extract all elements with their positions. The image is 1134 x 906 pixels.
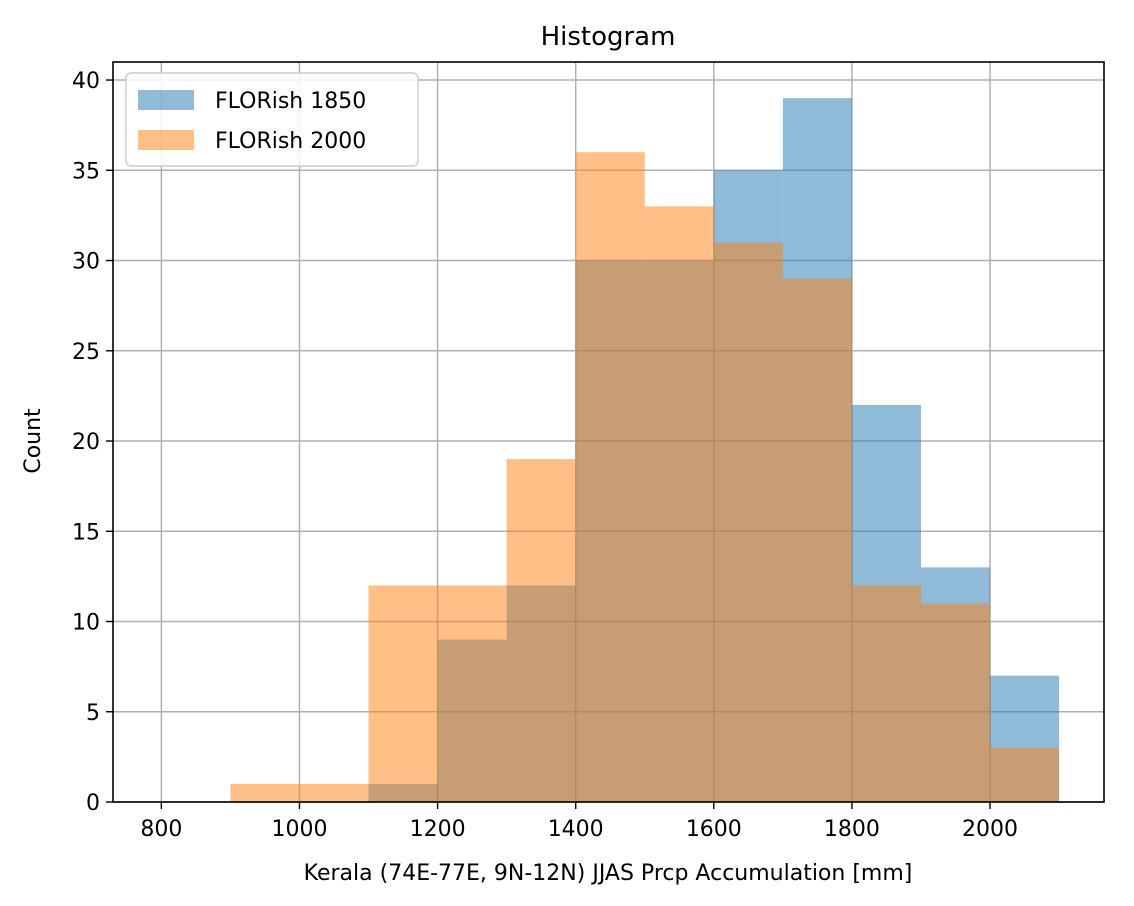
x-tick-label: 1000 xyxy=(271,817,327,842)
legend-box xyxy=(125,72,419,167)
y-tick-label: 10 xyxy=(72,611,100,636)
y-axis-label: Count xyxy=(21,408,46,474)
y-tick-label: 20 xyxy=(72,430,100,455)
histogram-bar xyxy=(230,783,300,802)
y-tick-label: 0 xyxy=(86,791,100,816)
histogram-bar xyxy=(713,242,783,803)
histogram-bar xyxy=(437,585,507,802)
x-tick-label: 1800 xyxy=(824,817,880,842)
x-tick-label: 1400 xyxy=(548,817,604,842)
legend-label: FLORish 1850 xyxy=(215,89,366,114)
histogram-bar xyxy=(299,783,369,802)
legend-swatch xyxy=(138,130,194,150)
series-2-bars xyxy=(230,152,1060,803)
legend-swatch xyxy=(138,90,194,110)
x-tick-label: 1200 xyxy=(410,817,466,842)
chart-title: Histogram xyxy=(541,22,676,52)
x-axis-label: Kerala (74E-77E, 9N-12N) JJAS Prcp Accum… xyxy=(304,861,913,886)
histogram-bar xyxy=(782,278,852,803)
legend-label: FLORish 2000 xyxy=(215,129,366,154)
y-tick-label: 30 xyxy=(72,250,100,275)
x-axis-ticks: 800 1000 1200 1400 1600 1800 2000 xyxy=(140,802,1018,842)
x-tick-label: 2000 xyxy=(962,817,1018,842)
histogram-bar xyxy=(920,603,991,802)
histogram-bar xyxy=(368,585,438,802)
x-tick-label: 1600 xyxy=(686,817,742,842)
y-tick-label: 35 xyxy=(72,159,100,184)
y-tick-label: 5 xyxy=(86,701,100,726)
histogram-bar xyxy=(575,152,645,802)
histogram-bar xyxy=(506,459,576,802)
legend: FLORish 1850 FLORish 2000 xyxy=(125,72,419,167)
y-tick-label: 15 xyxy=(72,520,100,545)
histogram-bars xyxy=(230,98,1060,803)
x-tick-label: 800 xyxy=(140,817,182,842)
y-tick-label: 40 xyxy=(72,69,100,94)
y-axis-ticks: 0 5 10 15 20 25 30 35 40 xyxy=(72,69,113,816)
histogram-bar xyxy=(990,747,1060,802)
histogram-bar xyxy=(851,585,921,802)
histogram-bar xyxy=(644,206,714,802)
y-tick-label: 25 xyxy=(72,340,100,365)
plot-frame xyxy=(112,61,1105,803)
